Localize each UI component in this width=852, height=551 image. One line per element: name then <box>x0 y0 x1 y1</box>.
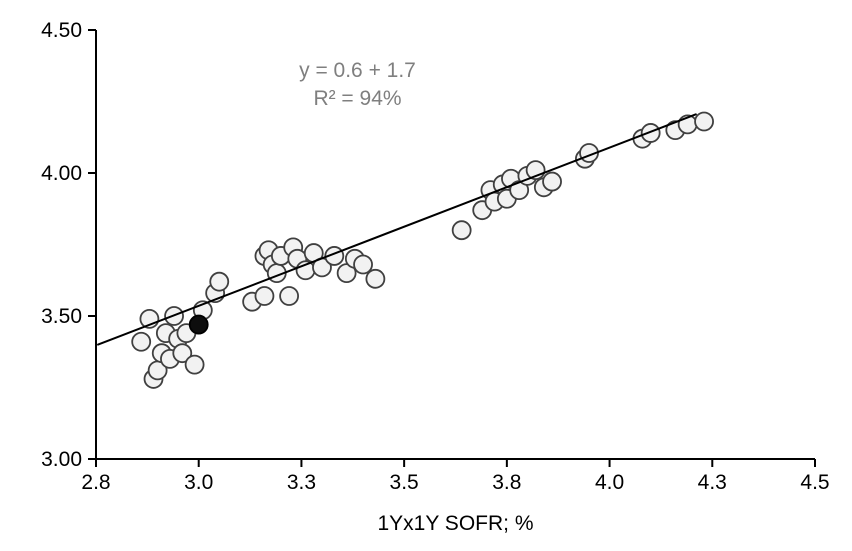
observation-data-point <box>353 254 373 275</box>
y-tick-label: 3.50 <box>41 305 82 328</box>
regression-annotation: y = 0.6 + 1.7 R² = 94% <box>250 57 465 113</box>
observation-data-point <box>209 271 230 292</box>
trend-line <box>97 113 697 346</box>
observation-data-point <box>131 331 152 352</box>
y-tick-label: 4.00 <box>41 162 82 185</box>
x-tick-label: 3.8 <box>492 471 521 494</box>
highlighted-data-point <box>188 314 209 335</box>
x-tick-label: 4.3 <box>698 471 727 494</box>
y-tick-label: 3.00 <box>41 448 82 471</box>
observation-data-point <box>184 354 205 375</box>
observation-data-point <box>279 286 300 306</box>
y-tick-label: 4.50 <box>41 19 82 42</box>
observation-data-point <box>694 111 714 132</box>
observation-data-point <box>542 171 562 192</box>
observation-data-point <box>365 268 386 289</box>
x-tick-label: 3.3 <box>287 471 316 494</box>
regression-r-squared: R² = 94% <box>313 87 402 110</box>
observation-data-point <box>172 343 193 364</box>
x-tick-label: 4.0 <box>595 471 624 494</box>
observation-data-point <box>451 220 472 241</box>
x-tick-label: 3.5 <box>390 471 419 494</box>
observation-data-point <box>640 123 661 143</box>
x-tick-label: 2.8 <box>81 471 110 494</box>
observation-data-point <box>254 286 275 306</box>
x-tick-label: 4.5 <box>800 471 829 494</box>
x-axis-label: 1Yx1Y SOFR; % <box>377 512 534 535</box>
x-tick-label: 3.0 <box>184 471 213 494</box>
regression-equation: y = 0.6 + 1.7 <box>299 59 416 82</box>
